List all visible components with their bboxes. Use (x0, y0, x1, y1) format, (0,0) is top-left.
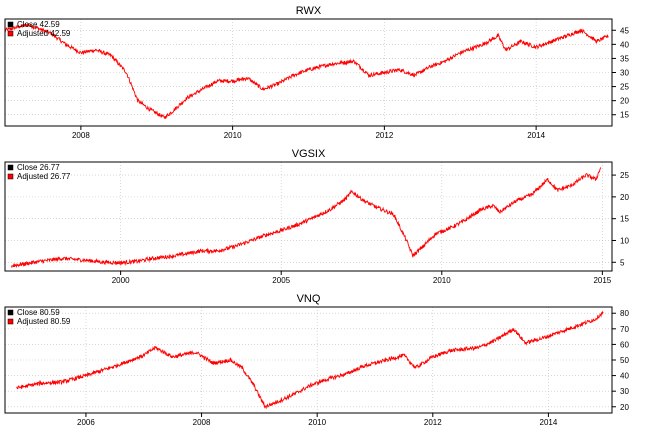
x-tick-label: 2005 (272, 276, 290, 285)
legend-label: Adjusted 42.59 (17, 29, 71, 38)
x-tick-label: 2010 (224, 131, 242, 140)
legend-swatch (7, 318, 14, 325)
x-tick-label: 2010 (308, 418, 326, 427)
x-tick-label: 2015 (593, 276, 611, 285)
x-tick-label: 2010 (433, 276, 451, 285)
legend-swatch (7, 30, 14, 37)
y-tick-label: 20 (620, 403, 629, 412)
y-tick-label: 25 (620, 83, 629, 92)
x-tick-label: 2014 (540, 418, 558, 427)
y-tick-label: 40 (620, 372, 629, 381)
legend-swatch (7, 21, 14, 28)
y-tick-label: 50 (620, 356, 629, 365)
y-tick-label: 15 (620, 111, 629, 120)
y-tick-label: 70 (620, 325, 629, 334)
x-tick-label: 2014 (527, 131, 545, 140)
x-tick-label: 2008 (72, 131, 90, 140)
legend-swatch (7, 164, 14, 171)
x-tick-label: 2008 (193, 418, 211, 427)
x-tick-label: 2000 (112, 276, 130, 285)
y-tick-label: 60 (620, 340, 629, 349)
y-tick-label: 30 (620, 69, 629, 78)
chart-panel-rwx: RWX 2008 2010 2012 2014 15 20 25 30 35 40 45 Close 4… (4, 5, 629, 140)
series-line-adjusted (10, 167, 602, 269)
x-tick-label: 2012 (375, 131, 393, 140)
y-tick-label: 20 (620, 97, 629, 106)
legend-swatch (7, 173, 14, 180)
series-line-adjusted (4, 22, 609, 120)
legend-label: Close 80.59 (17, 308, 60, 317)
legend-label: Close 42.59 (17, 20, 60, 29)
y-tick-label: 10 (620, 236, 629, 245)
chart-title: VNQ (297, 293, 321, 305)
y-tick-label: 40 (620, 40, 629, 49)
x-tick-label: 2006 (77, 418, 95, 427)
y-tick-label: 35 (620, 54, 629, 63)
legend-swatch (7, 309, 14, 316)
chart-panel-vgsix: VGSIX 2000 2005 2010 2015 5 10 15 20 25 Close 26.7… (4, 148, 629, 285)
chart-title: RWX (296, 5, 322, 17)
y-tick-label: 5 (620, 258, 625, 267)
series-line-adjusted (16, 310, 604, 410)
x-tick-label: 2012 (424, 418, 442, 427)
plot-frame (4, 161, 613, 272)
legend-label: Adjusted 26.77 (17, 172, 71, 181)
y-tick-label: 20 (620, 193, 629, 202)
y-tick-label: 15 (620, 215, 629, 224)
chart-title: VGSIX (292, 148, 326, 160)
y-tick-label: 25 (620, 171, 629, 180)
y-tick-label: 80 (620, 309, 629, 318)
legend-label: Adjusted 80.59 (17, 317, 71, 326)
y-tick-label: 30 (620, 387, 629, 396)
chart-panel-vnq: VNQ 2006 2008 2010 2012 2014 20 30 40 50 60 70 80 Clo… (4, 293, 629, 427)
y-tick-label: 45 (620, 26, 629, 35)
legend-label: Close 26.77 (17, 163, 60, 172)
